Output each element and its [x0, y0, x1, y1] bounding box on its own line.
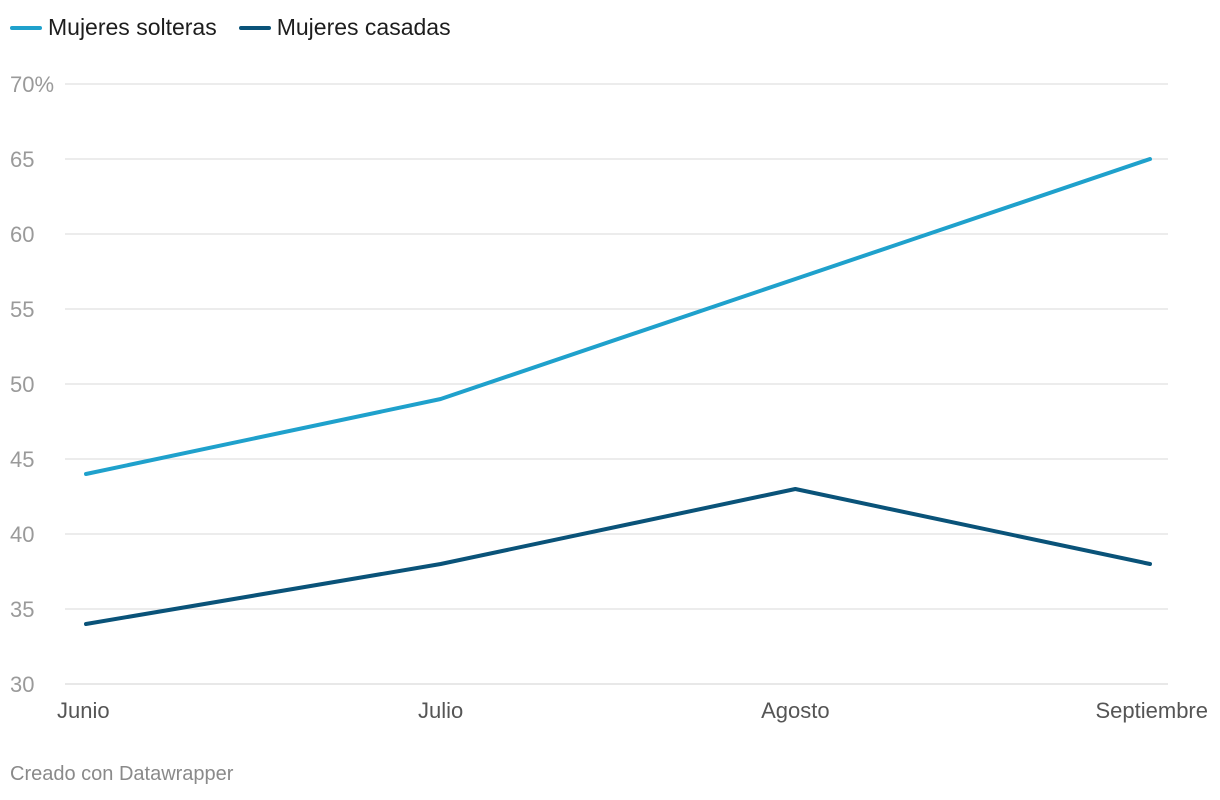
x-tick-label: Septiembre [1095, 698, 1208, 723]
y-tick-label: 70% [10, 72, 54, 97]
y-tick-label: 50 [10, 372, 34, 397]
series-line-1 [84, 487, 1152, 626]
legend-swatch-casadas [238, 25, 271, 30]
line-chart: 30 35 40 45 50 55 60 65 70% Junio Julio Agosto Sept… [10, 72, 1208, 723]
y-tick-label: 35 [10, 597, 34, 622]
chart-legend: Mujeres solteras Mujeres casadas [10, 14, 451, 41]
legend-label-solteras: Mujeres solteras [48, 14, 217, 40]
x-axis-ticks: Junio Julio Agosto Septiembre [57, 698, 1208, 723]
credit-footer: Creado con Datawrapper [10, 763, 234, 785]
y-axis-ticks: 30 35 40 45 50 55 60 65 70% [10, 72, 54, 697]
series-line-0 [84, 157, 1152, 476]
legend-swatch-solteras [10, 25, 42, 30]
legend-item-solteras: Mujeres solteras [10, 14, 217, 41]
y-tick-label: 30 [10, 672, 34, 697]
legend-item-casadas: Mujeres casadas [238, 14, 451, 41]
x-tick-label: Agosto [761, 698, 830, 723]
gridlines [65, 83, 1168, 685]
x-tick-label: Junio [57, 698, 110, 723]
x-tick-label: Julio [418, 698, 463, 723]
y-tick-label: 65 [10, 147, 34, 172]
y-tick-label: 55 [10, 297, 34, 322]
y-tick-label: 40 [10, 522, 34, 547]
legend-label-casadas: Mujeres casadas [276, 14, 451, 40]
y-tick-label: 45 [10, 447, 34, 472]
y-tick-label: 60 [10, 222, 34, 247]
series-lines [84, 157, 1152, 626]
